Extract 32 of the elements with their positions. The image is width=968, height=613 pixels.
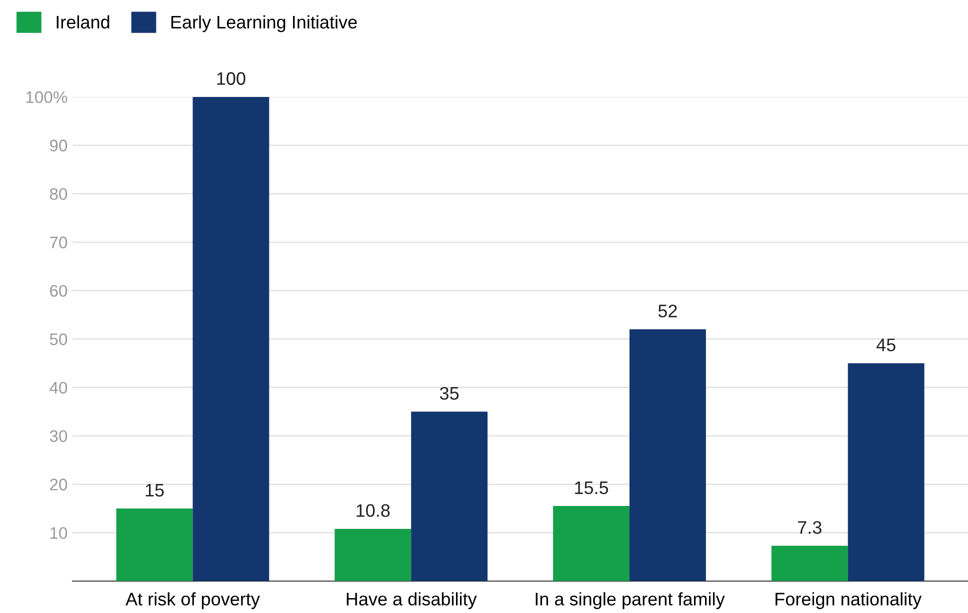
bar [848, 363, 924, 582]
bar [771, 546, 848, 582]
y-tick-label: 10 [50, 527, 68, 539]
y-tick-label: 100% [26, 91, 68, 104]
x-tick-label: In a single parent family [536, 592, 725, 610]
legend-label: Ireland [56, 15, 110, 29]
y-tick-label: 90 [50, 140, 68, 152]
y-tick-label: 60 [50, 284, 68, 297]
data-label: 100 [217, 72, 246, 85]
bar [334, 528, 412, 582]
y-tick-label: 50 [50, 333, 68, 346]
data-label: 35 [440, 386, 459, 400]
x-tick-label: Have a disability [346, 592, 477, 610]
data-label: 15.5 [575, 482, 608, 494]
data-label: 15 [146, 484, 164, 497]
y-tick-label: 30 [50, 430, 68, 442]
data-label: 52 [658, 304, 677, 318]
x-tick-label: Foreign nationality [776, 592, 922, 610]
bar [411, 412, 488, 582]
x-tick-label: At risk of poverty [126, 592, 260, 610]
bar [553, 506, 630, 582]
y-tick-label: 80 [50, 188, 68, 200]
data-label: 7.3 [798, 521, 822, 534]
bar [116, 508, 193, 582]
bar [192, 96, 270, 582]
data-label: 10.8 [356, 504, 390, 517]
y-tick-label: 40 [50, 382, 68, 394]
y-tick-label: 20 [50, 478, 68, 490]
legend-label: Early Learning Initiative [171, 15, 357, 32]
bar [629, 329, 706, 582]
y-tick-label: 70 [50, 236, 68, 248]
data-label: 45 [876, 338, 896, 352]
